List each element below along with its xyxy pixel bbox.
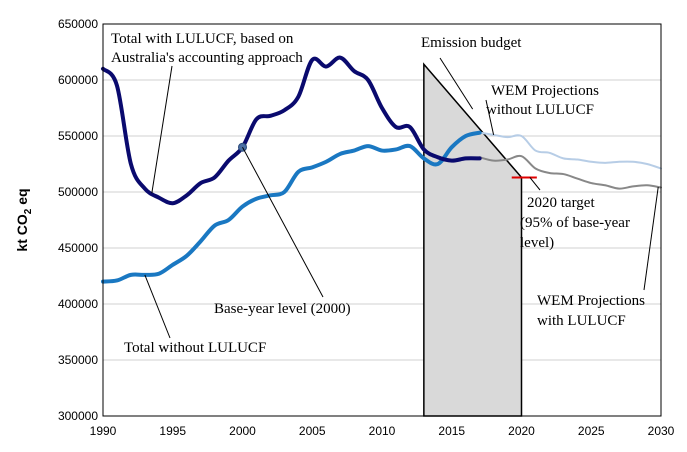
x-tick-label: 2025: [578, 424, 605, 438]
pointer-base-year: [242, 146, 324, 298]
y-tick-label: 400000: [58, 297, 98, 311]
pointer-emission-budget: [439, 57, 474, 110]
label-target-line2: (95% of base-year: [520, 215, 630, 231]
label-total-with-lulucf-line2: Australia's accounting approach: [111, 50, 303, 66]
annotation-labels: Total with LULUCF, based on Australia's …: [111, 31, 645, 356]
series-line-total-without-lulucf: [101, 130, 482, 284]
pointer-total-without-lulucf: [144, 274, 171, 339]
label-wem-with-line2: with LULUCF: [537, 313, 626, 329]
x-tick-label: 2010: [369, 424, 396, 438]
pointer-total-with-lulucf: [151, 65, 173, 194]
x-tick-label: 2005: [299, 424, 326, 438]
label-emission-budget: Emission budget: [421, 35, 522, 51]
x-tick-label: 1995: [159, 424, 186, 438]
label-wem-with-line1: WEM Projections: [537, 293, 645, 309]
y-tick-label: 550000: [58, 129, 98, 143]
x-tick-label: 2015: [438, 424, 465, 438]
y-tick-label: 450000: [58, 241, 98, 255]
x-tick-label: 1990: [90, 424, 117, 438]
label-total-without-lulucf: Total without LULUCF: [124, 340, 266, 356]
label-base-year: Base-year level (2000): [214, 301, 351, 317]
label-target-line3: level): [520, 235, 554, 251]
x-tick-labels: 1990 1995 2000 2005 2010 2015 2020 2025 2030: [90, 424, 675, 438]
annotation-pointers: [144, 57, 659, 339]
series-line-wem-without-lulucf: [478, 131, 662, 170]
y-tick-labels: 300000 350000 400000 450000 500000 550000 6000…: [58, 17, 98, 423]
y-axis-label: kt CO2 eq: [14, 188, 34, 251]
label-wem-without-line1: WEM Projections: [491, 83, 599, 99]
series-line-wem-with-lulucf: [478, 154, 662, 190]
y-tick-label: 600000: [58, 73, 98, 87]
label-wem-without-line2: without LULUCF: [486, 102, 594, 118]
x-tick-label: 2000: [229, 424, 256, 438]
series-line-total-with-lulucf: [101, 55, 482, 206]
y-tick-label: 350000: [58, 353, 98, 367]
x-tick-label: 2020: [508, 424, 535, 438]
pointer-target-2020: [529, 177, 541, 191]
y-tick-label: 650000: [58, 17, 98, 31]
y-tick-label: 500000: [58, 185, 98, 199]
plot-frame: [102, 23, 662, 417]
y-tick-label: 300000: [58, 409, 98, 423]
label-total-with-lulucf-line1: Total with LULUCF, based on: [111, 31, 294, 47]
x-tick-label: 2030: [648, 424, 675, 438]
pointer-wem-without-lulucf: [485, 99, 495, 135]
pointer-wem-with-lulucf: [643, 187, 659, 291]
label-target-line1: 2020 target: [527, 195, 595, 211]
